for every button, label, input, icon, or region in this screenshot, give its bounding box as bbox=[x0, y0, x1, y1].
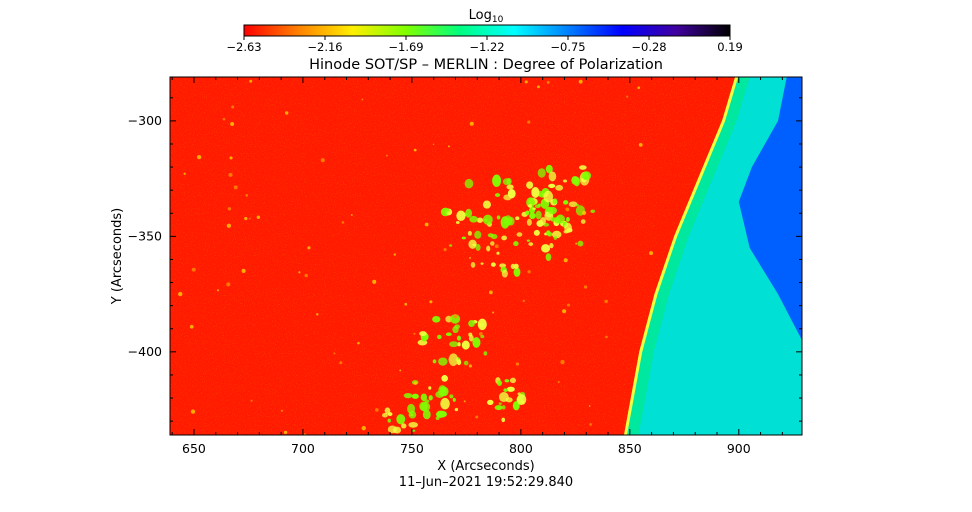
colorbar: Log10 −2.63 −2.16 −1.69 −1.22 −0.75 −0.28 0.19 bbox=[226, 8, 742, 54]
colorbar-tick-label: −0.28 bbox=[631, 40, 666, 54]
far-field-region bbox=[738, 77, 802, 341]
colorbar-tick-label: −0.75 bbox=[550, 40, 585, 54]
solar-limb-edge bbox=[624, 77, 739, 435]
x-axis: 650 700 750 800 850 900 bbox=[171, 77, 783, 456]
x-axis-label: X (Arcseconds) bbox=[437, 459, 534, 474]
y-tick-label: −300 bbox=[128, 113, 162, 128]
plot-frame bbox=[169, 76, 803, 436]
colorbar-tick-label: −2.63 bbox=[226, 40, 261, 54]
colorbar-tick-label: −2.16 bbox=[307, 40, 342, 54]
timestamp: 11–Jun–2021 19:52:29.840 bbox=[399, 475, 573, 490]
x-tick-label: 900 bbox=[727, 441, 751, 456]
x-tick-label: 850 bbox=[618, 441, 642, 456]
y-axis-label: Y (Arcseconds) bbox=[110, 208, 125, 305]
colorbar-label: Log10 bbox=[469, 8, 504, 25]
x-tick-label: 800 bbox=[509, 441, 533, 456]
colorbar-tick-label: −1.69 bbox=[388, 40, 423, 54]
x-tick-label: 700 bbox=[291, 441, 315, 456]
x-tick-label: 650 bbox=[182, 441, 206, 456]
y-tick-label: −350 bbox=[128, 228, 162, 243]
colorbar-gradient bbox=[243, 24, 731, 37]
y-tick-label: −400 bbox=[128, 344, 162, 359]
chart-title: Hinode SOT/SP – MERLIN : Degree of Polar… bbox=[309, 57, 663, 73]
colorbar-tick-label: 0.19 bbox=[717, 40, 743, 54]
colorbar-tick-label: −1.22 bbox=[469, 40, 504, 54]
x-tick-label: 750 bbox=[400, 441, 424, 456]
heatmap-image bbox=[170, 77, 802, 435]
y-axis: −300 −350 −400 bbox=[128, 97, 802, 422]
